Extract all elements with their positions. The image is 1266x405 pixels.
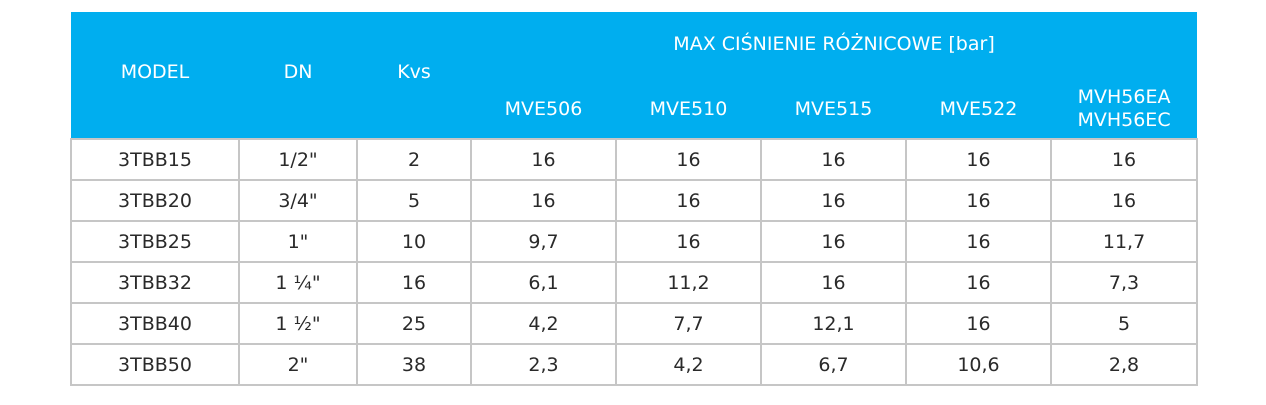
header-max-pressure-group: MAX CIŚNIENIE RÓŻNICOWE [bar] bbox=[471, 12, 1198, 74]
cell-model: 3TBB25 bbox=[70, 220, 240, 263]
cell-model: 3TBB20 bbox=[70, 179, 240, 222]
header-mve522: MVE522 bbox=[906, 74, 1051, 139]
cell-mve522: 16 bbox=[905, 220, 1052, 263]
cell-model: 3TBB50 bbox=[70, 343, 240, 386]
cell-dn: 1" bbox=[238, 220, 358, 263]
header-mve515: MVE515 bbox=[761, 74, 906, 139]
table-header: MODEL DN Kvs MAX CIŚNIENIE RÓŻNICOWE [ba… bbox=[71, 12, 1198, 139]
cell-mve515: 12,1 bbox=[760, 302, 907, 345]
cell-dn: 1 ¼" bbox=[238, 261, 358, 304]
max-differential-pressure-table: MODEL DN Kvs MAX CIŚNIENIE RÓŻNICOWE [ba… bbox=[70, 12, 1199, 386]
cell-model: 3TBB15 bbox=[70, 138, 240, 181]
cell-mvh56: 16 bbox=[1049, 179, 1199, 222]
cell-mve522: 16 bbox=[905, 261, 1052, 304]
cell-mvh56: 5 bbox=[1049, 302, 1199, 345]
pressure-table-container: MODEL DN Kvs MAX CIŚNIENIE RÓŻNICOWE [ba… bbox=[70, 12, 1199, 386]
cell-mve506: 4,2 bbox=[470, 302, 617, 345]
cell-mve515: 16 bbox=[760, 179, 907, 222]
cell-mve515: 16 bbox=[760, 261, 907, 304]
cell-mve522: 16 bbox=[905, 138, 1052, 181]
header-dn: DN bbox=[239, 12, 357, 139]
cell-mve510: 11,2 bbox=[615, 261, 762, 304]
cell-mve510: 4,2 bbox=[615, 343, 762, 386]
cell-kvs: 38 bbox=[356, 343, 472, 386]
cell-mvh56: 2,8 bbox=[1049, 343, 1199, 386]
table-row: 3TBB32 1 ¼" 16 6,1 11,2 16 16 7,3 bbox=[70, 261, 1199, 304]
cell-mve515: 16 bbox=[760, 138, 907, 181]
cell-dn: 1/2" bbox=[238, 138, 358, 181]
cell-kvs: 2 bbox=[356, 138, 472, 181]
header-mvh56: MVH56EA MVH56EC bbox=[1051, 74, 1198, 139]
cell-mve510: 7,7 bbox=[615, 302, 762, 345]
cell-mvh56: 16 bbox=[1049, 138, 1199, 181]
cell-dn: 1 ½" bbox=[238, 302, 358, 345]
cell-mve506: 2,3 bbox=[470, 343, 617, 386]
table-body: 3TBB15 1/2" 2 16 16 16 16 16 3TBB20 3/4"… bbox=[70, 138, 1199, 386]
cell-mve522: 10,6 bbox=[905, 343, 1052, 386]
cell-mve515: 6,7 bbox=[760, 343, 907, 386]
header-model: MODEL bbox=[71, 12, 239, 139]
cell-mvh56: 7,3 bbox=[1049, 261, 1199, 304]
cell-kvs: 10 bbox=[356, 220, 472, 263]
header-mve506: MVE506 bbox=[471, 74, 616, 139]
cell-mve522: 16 bbox=[905, 179, 1052, 222]
cell-mve506: 6,1 bbox=[470, 261, 617, 304]
table-row: 3TBB15 1/2" 2 16 16 16 16 16 bbox=[70, 138, 1199, 181]
header-mvh56ea: MVH56EA bbox=[1077, 86, 1171, 108]
cell-mve510: 16 bbox=[615, 138, 762, 181]
table-row: 3TBB50 2" 38 2,3 4,2 6,7 10,6 2,8 bbox=[70, 343, 1199, 386]
cell-mve515: 16 bbox=[760, 220, 907, 263]
table-row: 3TBB25 1" 10 9,7 16 16 16 11,7 bbox=[70, 220, 1199, 263]
header-kvs: Kvs bbox=[357, 12, 471, 139]
table-row: 3TBB20 3/4" 5 16 16 16 16 16 bbox=[70, 179, 1199, 222]
cell-dn: 2" bbox=[238, 343, 358, 386]
cell-mve510: 16 bbox=[615, 220, 762, 263]
cell-mve506: 16 bbox=[470, 179, 617, 222]
cell-mve506: 9,7 bbox=[470, 220, 617, 263]
cell-model: 3TBB32 bbox=[70, 261, 240, 304]
cell-kvs: 25 bbox=[356, 302, 472, 345]
header-mve510: MVE510 bbox=[616, 74, 761, 139]
cell-mve506: 16 bbox=[470, 138, 617, 181]
cell-mve522: 16 bbox=[905, 302, 1052, 345]
cell-mve510: 16 bbox=[615, 179, 762, 222]
cell-kvs: 5 bbox=[356, 179, 472, 222]
cell-kvs: 16 bbox=[356, 261, 472, 304]
header-mvh56ec: MVH56EC bbox=[1077, 109, 1171, 131]
cell-model: 3TBB40 bbox=[70, 302, 240, 345]
table-row: 3TBB40 1 ½" 25 4,2 7,7 12,1 16 5 bbox=[70, 302, 1199, 345]
cell-dn: 3/4" bbox=[238, 179, 358, 222]
cell-mvh56: 11,7 bbox=[1049, 220, 1199, 263]
